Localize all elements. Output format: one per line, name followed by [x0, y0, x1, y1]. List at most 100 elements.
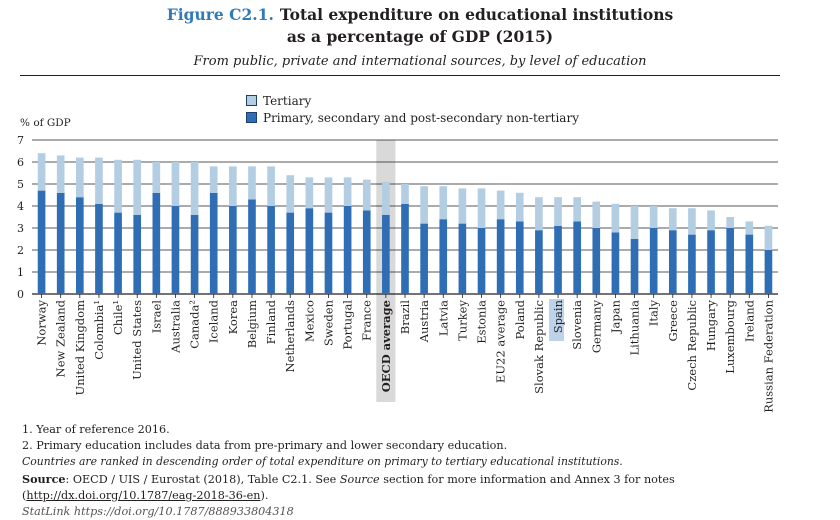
x-tick-label: United Kingdom [73, 300, 87, 396]
bar-tertiary-28 [573, 197, 581, 222]
x-tick-label: Iceland [207, 299, 221, 343]
x-tick-label: Mexico [302, 300, 316, 342]
bar-tertiary-11 [248, 166, 256, 200]
x-tick-label: Netherlands [283, 300, 297, 373]
bar-primary-10 [229, 206, 237, 294]
x-tick-label: Chile¹ [111, 300, 125, 335]
bar-primary-36 [726, 228, 735, 294]
bar-tertiary-9 [209, 166, 218, 193]
bar-tertiary-22 [458, 188, 467, 224]
bar-tertiary-37 [745, 221, 754, 235]
x-tick-label: Canada² [188, 300, 202, 349]
figure-label: Figure C2.1. [166, 5, 274, 24]
bar-primary-19 [401, 203, 409, 294]
bar-primary-17 [362, 210, 371, 294]
bar-primary-35 [707, 230, 715, 294]
figure-subtitle: From public, private and international s… [193, 54, 647, 69]
figure-notes: 1. Year of reference 2016. 2. Primary ed… [22, 422, 802, 520]
bar-primary-25 [515, 221, 524, 294]
statlink[interactable]: StatLink https://doi.org/10.1787/8889338… [22, 505, 294, 519]
bar-tertiary-19 [401, 184, 409, 204]
x-tick-label: Luxembourg [723, 299, 737, 373]
bar-tertiary-31 [630, 206, 639, 239]
bar-primary-3 [95, 203, 103, 294]
legend: Tertiary Primary, secondary and post-sec… [246, 92, 579, 126]
bar-tertiary-29 [592, 201, 601, 228]
x-tick-label: OECD average [379, 300, 393, 392]
bar-tertiary-2 [75, 157, 84, 198]
bar-primary-4 [114, 212, 122, 294]
x-tick-label: Hungary [704, 300, 718, 352]
bar-primary-30 [611, 232, 620, 294]
bar-tertiary-33 [668, 208, 677, 231]
x-tick-label: Slovenia [570, 300, 584, 350]
spain-label-highlight [549, 299, 565, 341]
title-divider [20, 75, 780, 76]
x-tick-label: EU22 average [494, 300, 508, 383]
x-tick-label: France [360, 300, 374, 341]
figure-title: Total expenditure on educational institu… [279, 5, 674, 24]
bar-primary-31 [630, 239, 639, 294]
x-tick-label: Lithuania [628, 300, 642, 356]
bar-primary-24 [496, 219, 505, 294]
bar-primary-16 [343, 206, 352, 294]
x-tick-label: Latvia [436, 300, 450, 336]
y-tick-label: 6 [17, 156, 24, 169]
legend-swatch-primary [246, 112, 257, 123]
title-line-1: Figure C2.1. Total expenditure on educati… [0, 4, 840, 26]
bar-primary-2 [75, 197, 84, 294]
bar-tertiary-23 [477, 188, 486, 228]
source-link[interactable]: http://dx.doi.org/10.1787/eag-2018-36-en [26, 488, 261, 502]
bar-primary-38 [764, 250, 773, 294]
source-word: Source [339, 472, 380, 486]
y-tick-label: 1 [17, 266, 24, 279]
x-tick-label: Belgium [245, 300, 259, 348]
source-note: Source: OECD / UIS / Eurostat (2018), Ta… [22, 471, 802, 504]
bar-tertiary-20 [420, 186, 428, 224]
y-axis-label: % of GDP [20, 117, 71, 129]
bar-tertiary-6 [152, 162, 161, 193]
bar-tertiary-36 [726, 217, 735, 228]
bar-tertiary-18 [382, 181, 390, 215]
x-tick-label: Greece [666, 300, 680, 342]
bar-tertiary-21 [439, 186, 448, 220]
x-tick-label: Austria [417, 300, 431, 343]
x-tick-label: Sweden [321, 299, 335, 346]
bar-primary-15 [324, 212, 333, 294]
bar-tertiary-25 [515, 192, 524, 222]
bar-primary-22 [458, 223, 467, 294]
bar-tertiary-3 [95, 157, 103, 204]
y-tick-label: 2 [17, 244, 24, 257]
bar-primary-29 [592, 228, 601, 294]
bar-primary-13 [286, 212, 295, 294]
bar-primary-11 [248, 199, 256, 294]
figure-title-line-2: as a percentage of GDP (2015) [286, 27, 554, 46]
x-tick-label: Czech Republic [685, 300, 699, 391]
x-tick-label: Portugal [341, 300, 355, 350]
bar-tertiary-27 [554, 197, 562, 226]
bar-primary-1 [56, 192, 65, 294]
bar-tertiary-16 [343, 177, 352, 206]
legend-swatch-tertiary [246, 95, 257, 106]
source-end: ). [260, 488, 269, 502]
x-tick-label: Ireland [742, 299, 756, 342]
x-tick-label: Australia [168, 300, 182, 354]
figure-heading: Figure C2.1. Total expenditure on educati… [0, 4, 840, 48]
legend-item-primary: Primary, secondary and post-secondary no… [246, 109, 579, 126]
bar-tertiary-14 [305, 177, 314, 209]
bar-tertiary-8 [190, 162, 199, 215]
legend-label-tertiary: Tertiary [263, 93, 312, 108]
bar-tertiary-24 [496, 190, 505, 220]
bar-tertiary-1 [56, 155, 65, 193]
bar-primary-34 [688, 234, 696, 294]
x-tick-label: Slovak Republic [532, 300, 546, 394]
source-label: Source [22, 471, 66, 486]
bar-tertiary-38 [764, 225, 773, 250]
y-tick-label: 3 [17, 222, 24, 235]
bar-primary-7 [171, 206, 180, 294]
source-text: : OECD / UIS / Eurostat (2018), Table C2… [65, 472, 340, 486]
bar-tertiary-12 [267, 166, 275, 206]
bar-primary-33 [668, 230, 677, 294]
bar-tertiary-26 [535, 197, 543, 231]
x-tick-label: New Zealand [54, 299, 68, 377]
